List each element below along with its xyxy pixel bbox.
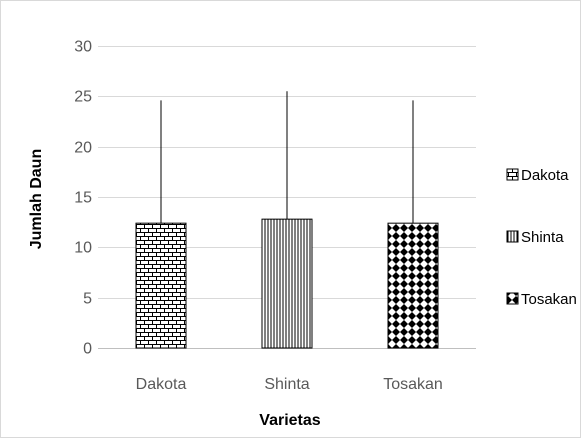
y-axis-ticks: 0 5 10 15 20 25 30 [74,39,92,358]
bar-shinta [261,218,313,349]
legend-swatch [506,230,519,243]
legend-label: Dakota [521,167,569,184]
x-tick-label: Shinta [264,376,309,393]
legend-swatch [506,292,519,305]
y-tick-label: 10 [74,240,92,257]
x-tick-label: Tosakan [383,376,443,393]
y-tick-label: 0 [83,341,92,358]
y-tick-label: 5 [83,291,92,308]
bar-dakota [135,222,187,349]
x-tick-label: Dakota [136,376,187,393]
bar-tosakan [387,222,439,349]
bars [135,91,439,349]
y-tick-label: 20 [74,140,92,157]
y-tick-label: 30 [74,39,92,56]
legend-swatch [506,168,519,181]
legend-label: Tosakan [521,291,577,308]
x-axis-title: Varietas [259,412,320,429]
y-tick-label: 25 [74,89,92,106]
y-tick-label: 15 [74,190,92,207]
y-axis-title: Jumlah Daun [28,149,45,249]
legend: Dakota Shinta Tosakan [506,167,577,308]
legend-label: Shinta [521,229,564,246]
x-axis-ticks: Dakota Shinta Tosakan [136,376,443,393]
